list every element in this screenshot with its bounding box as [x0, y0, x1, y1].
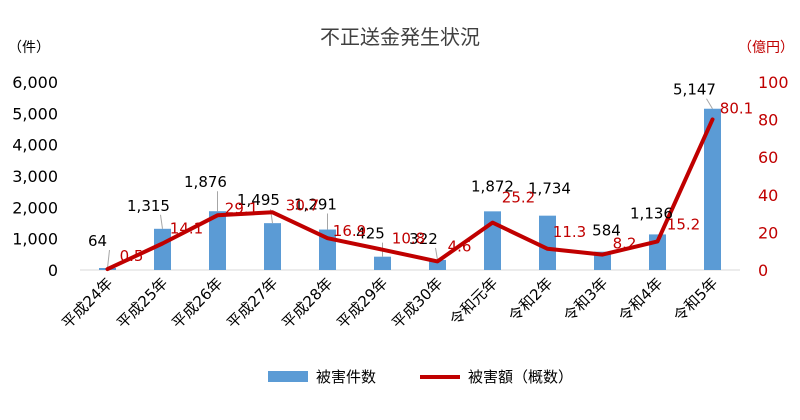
bar-data-label: 64	[88, 232, 107, 250]
bar	[539, 215, 556, 270]
x-tick-label: 平成24年	[58, 274, 116, 332]
x-tick-label: 令和5年	[670, 274, 721, 325]
bar	[484, 211, 501, 270]
x-tick-label: 平成28年	[278, 274, 336, 332]
x-tick-label: 令和2年	[505, 274, 556, 325]
label-leader-line	[160, 214, 163, 229]
line-data-label: 14.1	[170, 219, 203, 237]
line-data-label: 10.8	[392, 230, 425, 248]
bar	[154, 228, 171, 270]
label-leader-line	[435, 247, 438, 260]
line-data-label: 4.6	[448, 237, 472, 255]
line-data-label: 29.1	[225, 199, 258, 217]
y-left-tick-label: 6,000	[12, 73, 58, 92]
y-right-tick-label: 60	[758, 148, 778, 167]
bar	[594, 251, 611, 270]
x-tick-label: 平成25年	[113, 274, 171, 332]
x-tick-labels: 平成24年平成25年平成26年平成27年平成28年平成29年平成30年 令和元年令…	[58, 274, 721, 332]
y-left-tick-label: 1,000	[12, 230, 58, 249]
y-left-tick-labels: 0 1,000 2,000 3,000 4,000 5,000 6,000	[12, 73, 58, 280]
bar-data-label: 1,495	[237, 191, 280, 209]
line-data-label: 11.3	[553, 223, 586, 241]
y-left-tick-label: 2,000	[12, 198, 58, 217]
line-data-label: 80.1	[720, 99, 753, 117]
x-tick-label: 令和4年	[615, 274, 666, 325]
bar-data-label: 425	[356, 225, 385, 243]
chart-title: 不正送金発生状況	[320, 25, 480, 49]
y-right-tick-label: 40	[758, 186, 778, 205]
x-tick-label: 令和3年	[560, 274, 611, 325]
line-series-path	[105, 117, 715, 272]
bar-data-label: 322	[409, 230, 438, 248]
y-left-tick-label: 4,000	[12, 136, 58, 155]
legend-label-line: 被害額（概数）	[468, 368, 573, 386]
legend-label-bar: 被害件数	[316, 368, 376, 386]
bar	[704, 108, 721, 271]
x-tick-label: 平成30年	[388, 274, 446, 332]
line-data-label: 16.9	[333, 222, 366, 240]
bar-data-label: 1,291	[294, 196, 337, 214]
y-left-tick-label: 5,000	[12, 104, 58, 123]
y-right-tick-label: 80	[758, 111, 778, 130]
bar-data-label: 584	[592, 222, 621, 240]
bar	[374, 256, 391, 270]
label-leader-line	[706, 98, 713, 109]
bar-data-label: 1,136	[630, 204, 673, 222]
bar-data-label: 1,876	[184, 173, 227, 191]
y-right-tick-label: 100	[758, 73, 789, 92]
legend: 被害件数 被害額（概数）	[268, 368, 573, 386]
bar-data-label: 1,872	[471, 177, 514, 195]
y-right-tick-label: 20	[758, 223, 778, 242]
y-left-axis-label: （件）	[8, 40, 50, 56]
bar-data-label: 1,315	[127, 197, 170, 215]
label-leader-line	[107, 249, 110, 269]
legend-swatch-bar	[268, 371, 308, 382]
bar-data-label: 5,147	[673, 81, 716, 99]
bar-data-label: 1,734	[528, 180, 571, 198]
bar-data-labels: 64 1,315 1,876 1,495 1,291 425 322 1,872 1,734 58…	[88, 81, 716, 250]
line-data-label: 0.5	[120, 247, 144, 265]
x-tick-label: 平成29年	[333, 274, 391, 332]
y-right-tick-label: 0	[758, 261, 768, 280]
y-left-tick-label: 3,000	[12, 167, 58, 186]
bar	[264, 223, 281, 270]
line-data-labels: 0.5 14.1 29.1 30.7 16.9 10.8 4.6 25.2 11.3 8.2 15.…	[120, 99, 754, 265]
x-tick-label: 令和元年	[446, 274, 501, 329]
bar	[209, 211, 226, 270]
x-tick-label: 平成27年	[223, 274, 281, 332]
bar	[429, 259, 446, 270]
y-right-tick-labels: 0 20 40 60 80 100	[758, 73, 789, 280]
y-left-tick-label: 0	[48, 261, 58, 280]
x-tick-label: 平成26年	[168, 274, 226, 332]
line-data-label: 8.2	[613, 235, 637, 253]
line-data-label: 30.7	[286, 196, 319, 214]
line-data-label: 25.2	[502, 189, 535, 207]
y-right-axis-label: （億円）	[738, 40, 794, 56]
line-data-label: 15.2	[667, 215, 700, 233]
bar-series	[99, 108, 721, 271]
